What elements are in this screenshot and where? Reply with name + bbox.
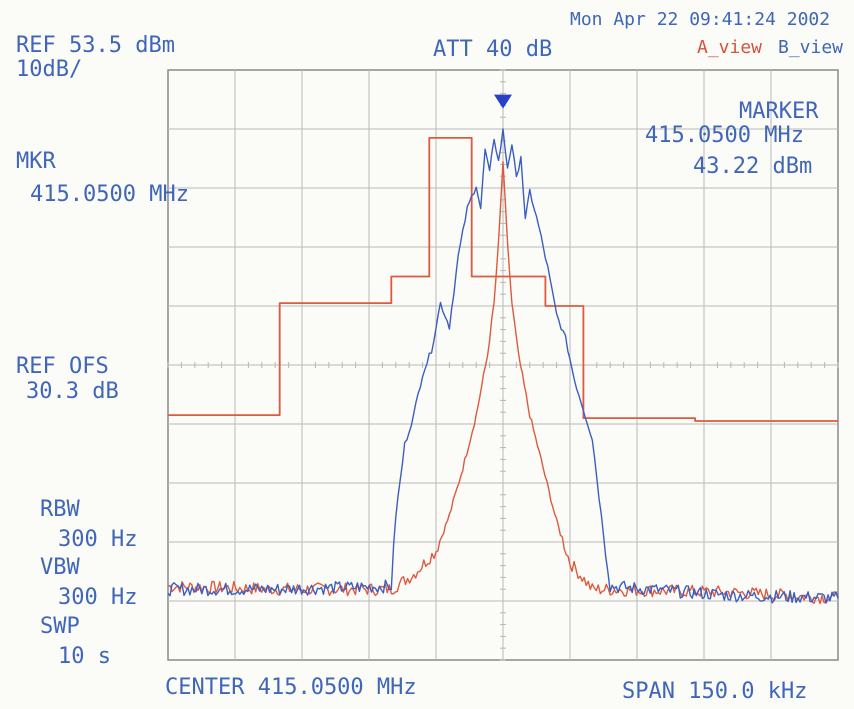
vbw-label: VBW [40, 555, 80, 580]
vbw-value: 300 Hz [58, 585, 138, 610]
graticule [167, 69, 839, 661]
limit-mask-line [168, 137, 838, 422]
rbw-label: RBW [40, 497, 80, 522]
marker-freq: 415.0500 MHz [645, 123, 804, 148]
mkr-freq: 415.0500 MHz [30, 182, 189, 207]
ref-level-label: REF 53.5 dBm [16, 33, 175, 58]
marker-triangle-icon [494, 94, 512, 109]
swp-value: 10 s [58, 644, 111, 669]
b-view-label: B_view [778, 37, 844, 58]
marker-level: 43.22 dBm [693, 154, 813, 179]
attenuation-label: ATT 40 dB [433, 37, 553, 62]
span-label: SPAN 150.0 kHz [622, 679, 808, 704]
a-view-label: A_view [697, 37, 763, 58]
center-frequency-label: CENTER 415.0500 MHz [165, 675, 417, 700]
swp-label: SWP [40, 614, 80, 639]
rbw-value: 300 Hz [58, 527, 138, 552]
mkr-label: MKR [16, 149, 56, 174]
ref-ofs-label: REF OFS [16, 354, 109, 379]
blue-trace-line [167, 128, 839, 604]
trace-layer [167, 128, 839, 605]
ref-ofs-value: 30.3 dB [26, 379, 119, 404]
datetime-label: Mon Apr 22 09:41:24 2002 [570, 9, 831, 30]
marker-title: MARKER [739, 99, 819, 124]
peak-marker [494, 94, 512, 109]
scale-label: 10dB/ [16, 57, 83, 82]
